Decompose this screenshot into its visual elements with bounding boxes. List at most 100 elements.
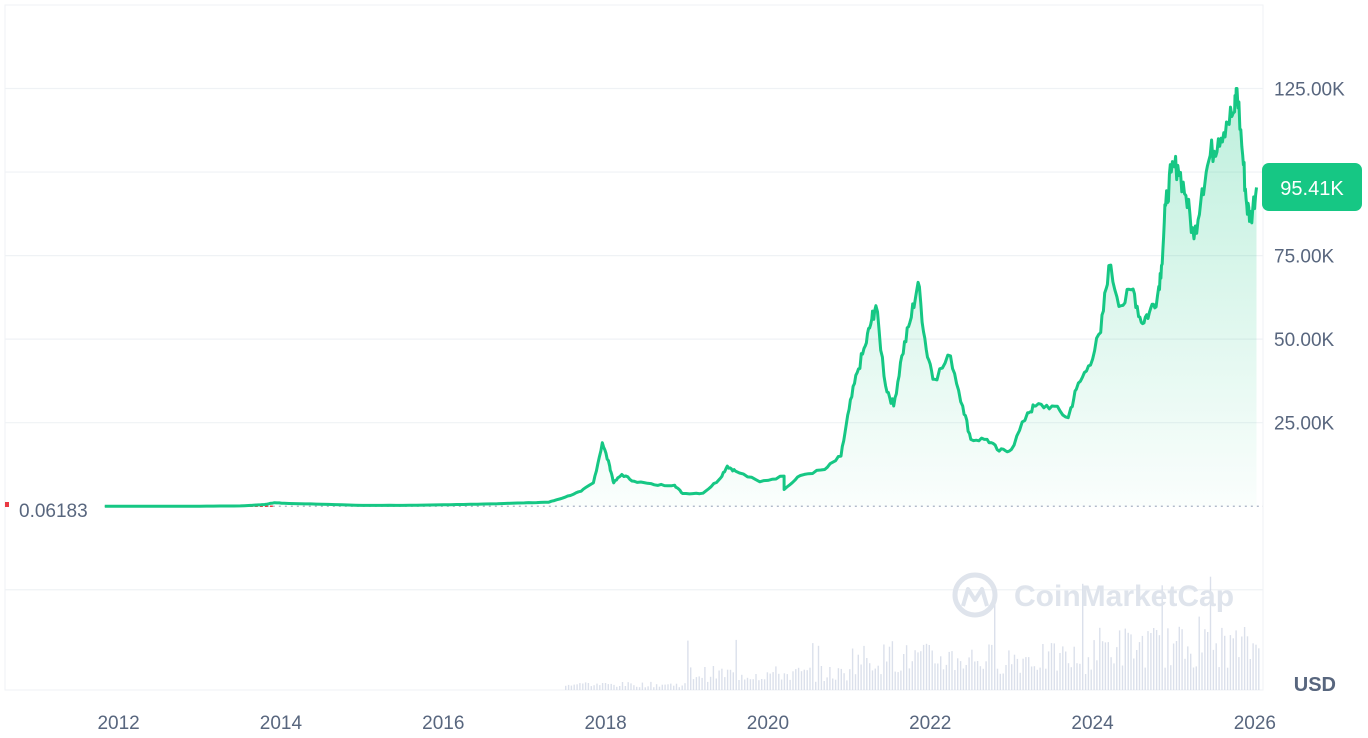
- volume-bar: [1235, 630, 1237, 690]
- volume-bar: [1084, 674, 1087, 690]
- volume-bar: [1181, 629, 1183, 690]
- volume-bar: [573, 684, 575, 690]
- volume-bar: [1056, 670, 1058, 690]
- volume-bar: [911, 661, 913, 690]
- x-tick-label: 2016: [422, 713, 464, 734]
- volume-bar: [638, 687, 641, 690]
- volume-bar: [1170, 665, 1172, 690]
- volume-bar: [1215, 643, 1217, 690]
- volume-bar: [1258, 648, 1260, 690]
- volume-bar: [627, 682, 629, 690]
- volume-bar: [721, 668, 723, 690]
- volume-bar: [962, 668, 965, 690]
- volume-bar: [726, 669, 729, 690]
- volume-bar: [976, 661, 979, 690]
- volume-bar: [931, 650, 933, 690]
- price-line: [104, 87, 1258, 508]
- volume-bar: [763, 679, 766, 690]
- volume-bar: [644, 687, 646, 690]
- start-price-label: 0.06183: [19, 501, 88, 522]
- volume-bar: [894, 671, 896, 690]
- volume-bar: [712, 666, 715, 690]
- volume-bar: [755, 674, 757, 690]
- volume-bar: [1005, 665, 1007, 690]
- volume-bar: [826, 677, 828, 690]
- volume-bar: [1150, 633, 1152, 690]
- x-tick-label: 2012: [97, 713, 139, 734]
- volume-bar: [886, 661, 888, 690]
- volume-bar: [840, 668, 842, 690]
- volume-bar: [945, 664, 948, 690]
- volume-bar: [800, 671, 803, 690]
- x-tick-label: 2026: [1234, 713, 1276, 734]
- volume-bar: [1175, 641, 1178, 690]
- volume-bar: [1224, 635, 1226, 690]
- volume-bar: [778, 673, 780, 690]
- volume-bar: [653, 687, 655, 690]
- current-price-badge-bg: [1262, 163, 1362, 211]
- volume-bar: [954, 670, 956, 690]
- volume-bar: [709, 676, 712, 690]
- volume-bar: [883, 644, 885, 690]
- volume-bar: [877, 665, 879, 690]
- volume-bar: [738, 680, 740, 690]
- volume-bar: [772, 672, 774, 690]
- volume-bar: [704, 667, 706, 690]
- volume-bar: [1238, 657, 1240, 690]
- volume-bar: [1039, 667, 1041, 690]
- volume-bar: [729, 669, 732, 690]
- volume-bar: [957, 658, 959, 690]
- volume-bar: [1136, 650, 1138, 690]
- volume-bar: [959, 661, 962, 690]
- volume-bar: [1249, 659, 1251, 690]
- x-tick-label: 2022: [909, 713, 951, 734]
- volume-bar: [619, 686, 621, 690]
- volume-bar: [701, 677, 703, 690]
- volume-bar: [1212, 649, 1215, 690]
- volume-bar: [903, 654, 905, 690]
- volume-bar: [792, 671, 794, 690]
- volume-bar: [1167, 628, 1169, 690]
- volume-bar: [1062, 646, 1064, 690]
- volume-bar: [587, 683, 590, 690]
- volume-bar: [695, 677, 698, 690]
- volume-bar: [1201, 652, 1203, 690]
- volume-bar: [874, 668, 876, 690]
- volume-bar: [803, 669, 805, 690]
- volume-bar: [1036, 669, 1038, 690]
- volume-bar: [817, 645, 820, 690]
- volume-bar: [857, 654, 859, 690]
- volume-bar: [809, 667, 811, 690]
- volume-bar: [1107, 642, 1109, 690]
- volume-bar: [582, 683, 584, 690]
- volume-bar: [735, 639, 737, 690]
- volume-bar: [607, 684, 609, 690]
- volume-bar: [786, 674, 788, 690]
- volume-bar: [1101, 641, 1104, 690]
- volume-bar: [1127, 632, 1129, 690]
- volume-bar: [940, 656, 942, 690]
- volume-bar: [599, 685, 601, 690]
- volume-bar: [783, 673, 786, 690]
- volume-bar: [994, 589, 996, 690]
- volume-bar: [633, 685, 635, 690]
- currency-label: USD: [1294, 674, 1336, 696]
- volume-bar: [928, 645, 930, 690]
- volume-bar: [999, 673, 1001, 690]
- volume-bar: [829, 667, 831, 690]
- volume-bar: [1241, 636, 1243, 690]
- volume-bar: [812, 643, 814, 690]
- volume-bar: [920, 651, 922, 690]
- volume-bar: [1198, 616, 1200, 690]
- volume-bar: [1073, 646, 1075, 690]
- volume-bar: [613, 684, 615, 690]
- volume-bar: [1164, 667, 1166, 690]
- volume-bar: [565, 685, 567, 690]
- volume-bar: [1065, 651, 1067, 690]
- volume-bar: [744, 679, 746, 690]
- volume-bar: [1013, 654, 1016, 690]
- volume-bar: [937, 663, 939, 690]
- volume-bar: [888, 646, 891, 690]
